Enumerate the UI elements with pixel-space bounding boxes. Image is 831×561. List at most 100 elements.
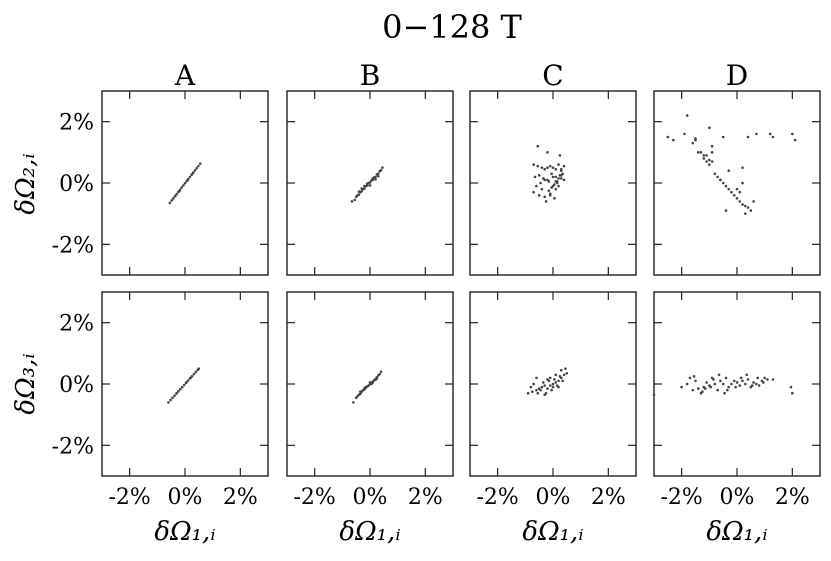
data-point: [557, 379, 560, 383]
row2-ylabel: δΩ₃,ᵢ: [11, 353, 41, 414]
data-point: [727, 187, 730, 191]
data-point: [710, 151, 714, 154]
data-point: [746, 378, 750, 381]
data-point: [694, 379, 697, 383]
data-point: [745, 373, 748, 377]
data-point: [735, 197, 739, 200]
data-point: [763, 376, 766, 380]
data-point: [696, 151, 700, 154]
data-point: [551, 382, 555, 386]
panel-C-row1: [469, 90, 637, 276]
data-point: [560, 177, 563, 180]
data-point: [189, 376, 192, 380]
data-point: [710, 160, 714, 163]
data-point: [175, 391, 178, 395]
data-point: [543, 178, 546, 182]
data-point: [756, 376, 760, 380]
data-point: [565, 371, 569, 375]
data-point: [755, 132, 758, 136]
x-tick-label: 0%: [353, 485, 388, 510]
data-point: [353, 198, 357, 202]
data-point: [703, 387, 707, 390]
data-point: [368, 184, 372, 187]
data-point: [546, 166, 549, 169]
data-point: [554, 167, 558, 171]
y-tick-label: -2%: [52, 233, 94, 258]
data-point: [746, 206, 750, 209]
data-point: [696, 387, 700, 390]
data-point: [708, 126, 711, 130]
data-point: [719, 379, 722, 383]
data-point: [741, 166, 744, 169]
data-point: [178, 387, 182, 391]
data-point: [539, 388, 542, 392]
data-point: [357, 193, 361, 196]
data-point: [685, 114, 689, 117]
data-point: [705, 160, 708, 163]
data-point: [196, 164, 200, 168]
data-point: [551, 175, 555, 179]
x-tick-label: 2%: [591, 485, 626, 510]
data-point: [666, 135, 670, 139]
data-point: [536, 391, 540, 395]
data-point: [724, 376, 728, 380]
data-point: [377, 174, 380, 178]
panel-B-row1: [286, 90, 454, 276]
data-point: [359, 390, 362, 393]
data-point: [562, 373, 566, 377]
data-point: [683, 132, 686, 136]
data-point: [691, 388, 695, 392]
figure-title: 0−128 T: [382, 8, 522, 46]
column-title-b: B: [360, 59, 381, 92]
data-point: [744, 382, 747, 386]
data-point: [188, 175, 192, 179]
data-point: [377, 172, 380, 176]
data-point: [702, 154, 706, 157]
data-point: [195, 166, 198, 170]
data-point: [542, 381, 545, 384]
data-point: [702, 157, 706, 160]
y-tick-label: 2%: [59, 312, 94, 337]
data-point: [551, 184, 555, 188]
data-point: [197, 367, 201, 370]
data-point: [550, 388, 553, 392]
column-title-a: A: [174, 59, 196, 92]
data-point: [752, 381, 755, 384]
data-point: [560, 174, 563, 177]
data-point: [550, 172, 553, 176]
x-tick-label: -2%: [660, 485, 702, 510]
data-point: [532, 190, 535, 194]
data-point: [749, 209, 753, 212]
data-point: [192, 171, 195, 174]
data-point: [701, 390, 704, 393]
data-point: [532, 163, 535, 166]
data-point: [705, 154, 708, 157]
data-point: [793, 138, 797, 142]
x-tick-label: -2%: [476, 485, 518, 510]
data-point: [766, 378, 769, 381]
data-point: [363, 184, 366, 188]
data-point: [360, 187, 364, 190]
y-tick-label: 0%: [59, 373, 94, 398]
data-point: [170, 199, 174, 202]
data-point: [379, 370, 383, 374]
data-point: [180, 385, 184, 389]
column-title-d: D: [726, 59, 748, 92]
y-tick-label: 2%: [59, 111, 94, 136]
data-point: [532, 382, 535, 386]
data-point: [544, 200, 548, 203]
data-point: [732, 379, 736, 383]
data-point: [190, 173, 194, 176]
y-tick-label: -2%: [52, 434, 94, 459]
data-point: [705, 381, 708, 384]
data-point: [173, 394, 176, 397]
x-tick-label: 0%: [720, 485, 755, 510]
data-point: [721, 135, 725, 139]
data-point: [536, 164, 540, 168]
data-point: [546, 387, 549, 390]
data-point: [360, 189, 364, 193]
data-point: [381, 166, 384, 169]
data-point: [530, 390, 534, 393]
data-point: [738, 200, 742, 203]
data-point: [692, 375, 696, 378]
